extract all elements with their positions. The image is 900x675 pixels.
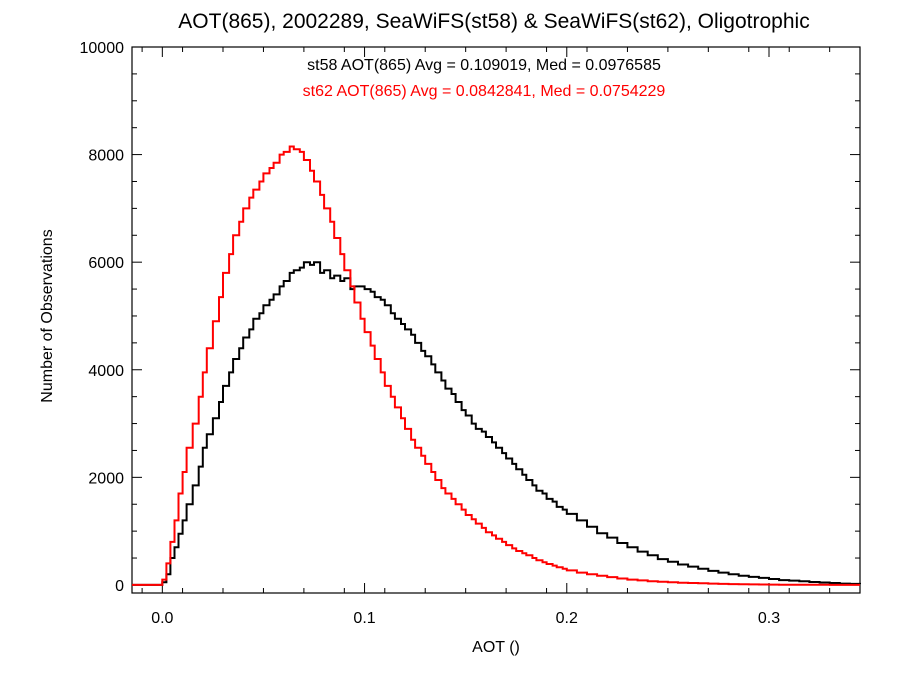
plot-frame bbox=[131, 46, 861, 594]
series-st58-line bbox=[132, 261, 861, 586]
y-tick-label: 2000 bbox=[88, 470, 124, 487]
x-tick-label: 0.0 bbox=[151, 610, 173, 627]
series-st62-line bbox=[132, 145, 860, 586]
y-tick-label: 6000 bbox=[88, 255, 124, 272]
y-axis-label: Number of Observations bbox=[39, 229, 56, 402]
chart-title: AOT(865), 2002289, SeaWiFS(st58) & SeaWi… bbox=[178, 10, 809, 33]
x-tick-label: 0.3 bbox=[758, 610, 780, 627]
series-layer bbox=[132, 145, 861, 586]
y-tick-label: 8000 bbox=[88, 148, 124, 165]
x-axis: 0.0 0.1 0.2 0.3 bbox=[141, 47, 831, 627]
y-tick-label: 0 bbox=[115, 578, 124, 595]
x-tick-label: 0.1 bbox=[353, 610, 375, 627]
annotation-st58: st58 AOT(865) Avg = 0.109019, Med = 0.09… bbox=[307, 57, 661, 74]
y-axis: 0 2000 4000 6000 8000 10000 bbox=[80, 40, 860, 595]
annotation-st62: st62 AOT(865) Avg = 0.0842841, Med = 0.0… bbox=[303, 83, 666, 100]
y-tick-label: 4000 bbox=[88, 363, 124, 380]
x-axis-label: AOT () bbox=[472, 639, 520, 656]
y-tick-label: 10000 bbox=[80, 40, 125, 57]
x-tick-label: 0.2 bbox=[556, 610, 578, 627]
